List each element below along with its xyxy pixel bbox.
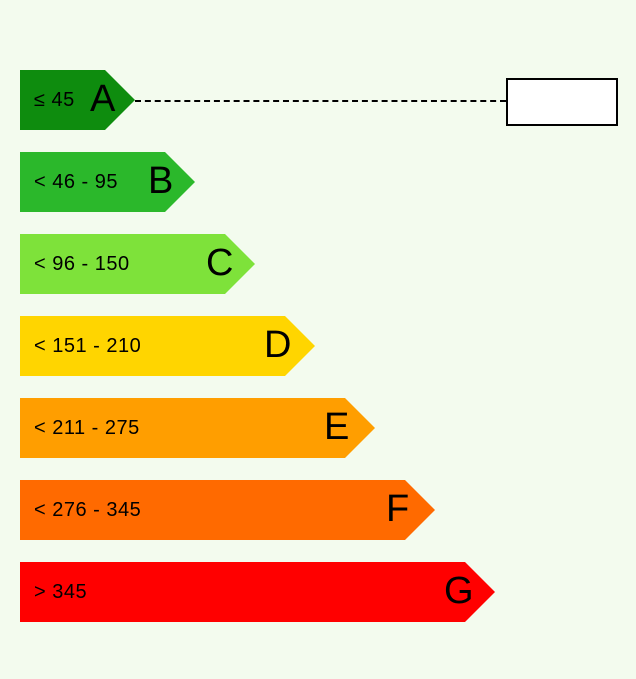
rating-bar-a: ≤ 45 A	[20, 70, 135, 130]
rating-bar-c: < 96 - 150 C	[20, 234, 255, 294]
range-label-f: < 276 - 345	[34, 480, 141, 540]
letter-label-f: F	[386, 480, 409, 540]
indicator-connector	[135, 100, 506, 102]
letter-label-d: D	[264, 316, 291, 376]
range-label-b: < 46 - 95	[34, 152, 118, 212]
letter-label-b: B	[148, 152, 173, 212]
bar-shape-g	[20, 562, 495, 622]
range-label-a: ≤ 45	[34, 70, 75, 130]
rating-bar-b: < 46 - 95 B	[20, 152, 195, 212]
rating-bar-d: < 151 - 210 D	[20, 316, 315, 376]
letter-label-c: C	[206, 234, 233, 294]
range-label-d: < 151 - 210	[34, 316, 141, 376]
range-label-e: < 211 - 275	[34, 398, 140, 458]
letter-label-e: E	[324, 398, 349, 458]
value-box	[506, 78, 618, 126]
rating-bar-e: < 211 - 275 E	[20, 398, 375, 458]
letter-label-g: G	[444, 562, 474, 622]
energy-rating-chart: ≤ 45 A < 46 - 95 B < 96 - 150 C < 151 - …	[0, 0, 636, 679]
rating-bar-g: > 345 G	[20, 562, 495, 622]
range-label-g: > 345	[34, 562, 87, 622]
letter-label-a: A	[90, 70, 115, 130]
rating-bar-f: < 276 - 345 F	[20, 480, 435, 540]
range-label-c: < 96 - 150	[34, 234, 130, 294]
